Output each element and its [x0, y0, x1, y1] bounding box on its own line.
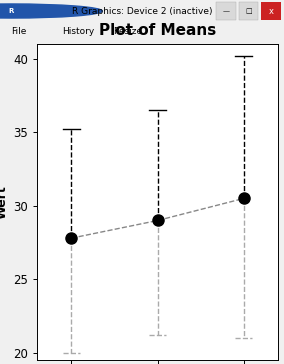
Title: Plot of Means: Plot of Means [99, 24, 216, 39]
FancyBboxPatch shape [261, 2, 281, 20]
Text: R Graphics: Device 2 (inactive): R Graphics: Device 2 (inactive) [72, 7, 212, 16]
Text: x: x [269, 7, 274, 16]
Point [155, 218, 160, 223]
Circle shape [0, 4, 102, 18]
Text: □: □ [245, 8, 252, 14]
Point [242, 195, 246, 201]
Point [69, 235, 74, 241]
Text: File: File [11, 28, 27, 36]
Text: —: — [222, 8, 229, 14]
FancyBboxPatch shape [216, 2, 236, 20]
Y-axis label: Wert: Wert [0, 185, 9, 219]
Text: Resize: Resize [114, 28, 143, 36]
Text: R: R [9, 8, 14, 14]
FancyBboxPatch shape [239, 2, 258, 20]
Text: History: History [62, 28, 95, 36]
